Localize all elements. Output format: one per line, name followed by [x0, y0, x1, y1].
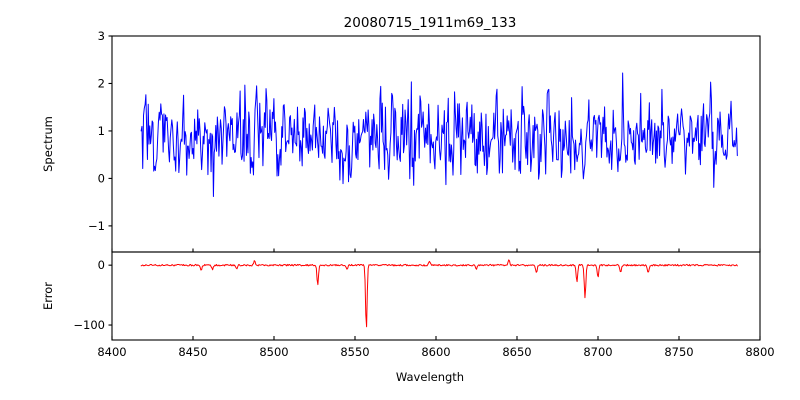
spectrum-series-line	[140, 72, 738, 198]
spectrum-y-tick-label: 1	[98, 124, 105, 138]
error-y-tick-label: −100	[73, 318, 105, 332]
x-tick-label: 8750	[664, 345, 693, 359]
page-title: 20080715_1911m69_133	[344, 15, 517, 31]
error-y-tick-label: 0	[98, 258, 105, 272]
error-y-axis-label: Error	[41, 282, 55, 310]
x-tick-label: 8500	[259, 345, 288, 359]
x-tick-label: 8450	[178, 345, 207, 359]
x-tick-label: 8600	[421, 345, 450, 359]
x-tick-label: 8800	[745, 345, 774, 359]
spectrum-y-tick-label: 2	[98, 76, 105, 90]
x-tick-label: 8400	[97, 345, 126, 359]
spectrum-y-tick-label: 3	[98, 29, 105, 43]
spectrum-y-tick-label: 0	[98, 171, 105, 185]
x-tick-label: 8550	[340, 345, 369, 359]
x-axis-label: Wavelength	[396, 370, 464, 384]
spectrum-y-tick-label: −1	[88, 219, 105, 233]
x-tick-label: 8700	[583, 345, 612, 359]
error-series-line	[140, 259, 738, 328]
error-panel: 0 −100 8400 8450 8500 8550 8600 8650 8700 8750 880…	[41, 251, 775, 359]
x-tick-label: 8650	[502, 345, 531, 359]
spectrum-y-axis-label: Spectrum	[41, 116, 55, 172]
